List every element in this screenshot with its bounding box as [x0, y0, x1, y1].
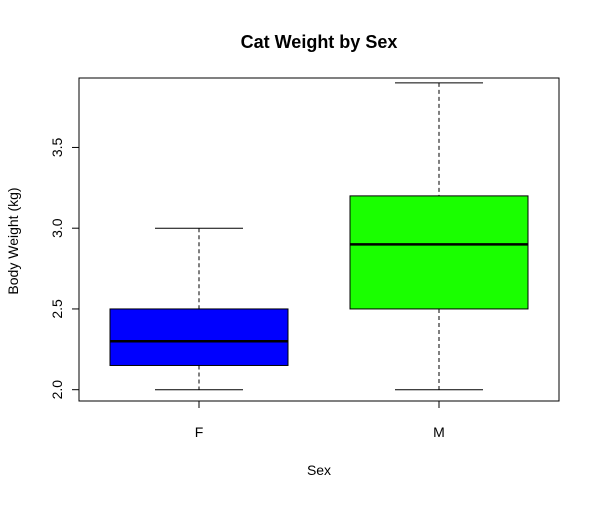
y-tick-label: 2.0: [49, 380, 65, 400]
y-axis: 2.0 2.5 3.0 3.5: [49, 138, 80, 400]
iqr-box: [109, 308, 289, 366]
boxes-layer: [109, 82, 529, 391]
x-axis-label: Sex: [307, 462, 331, 478]
x-tick-label-m: M: [433, 424, 445, 440]
box-group-m: [349, 82, 529, 391]
y-tick-label: 2.5: [49, 299, 65, 319]
y-axis-label: Body Weight (kg): [5, 187, 21, 294]
box-group-f: [109, 227, 289, 391]
y-tick-label: 3.0: [49, 218, 65, 238]
y-tick-label: 3.5: [49, 138, 65, 158]
iqr-box: [349, 195, 529, 310]
x-tick-label-f: F: [195, 424, 204, 440]
chart-title: Cat Weight by Sex: [241, 32, 398, 52]
